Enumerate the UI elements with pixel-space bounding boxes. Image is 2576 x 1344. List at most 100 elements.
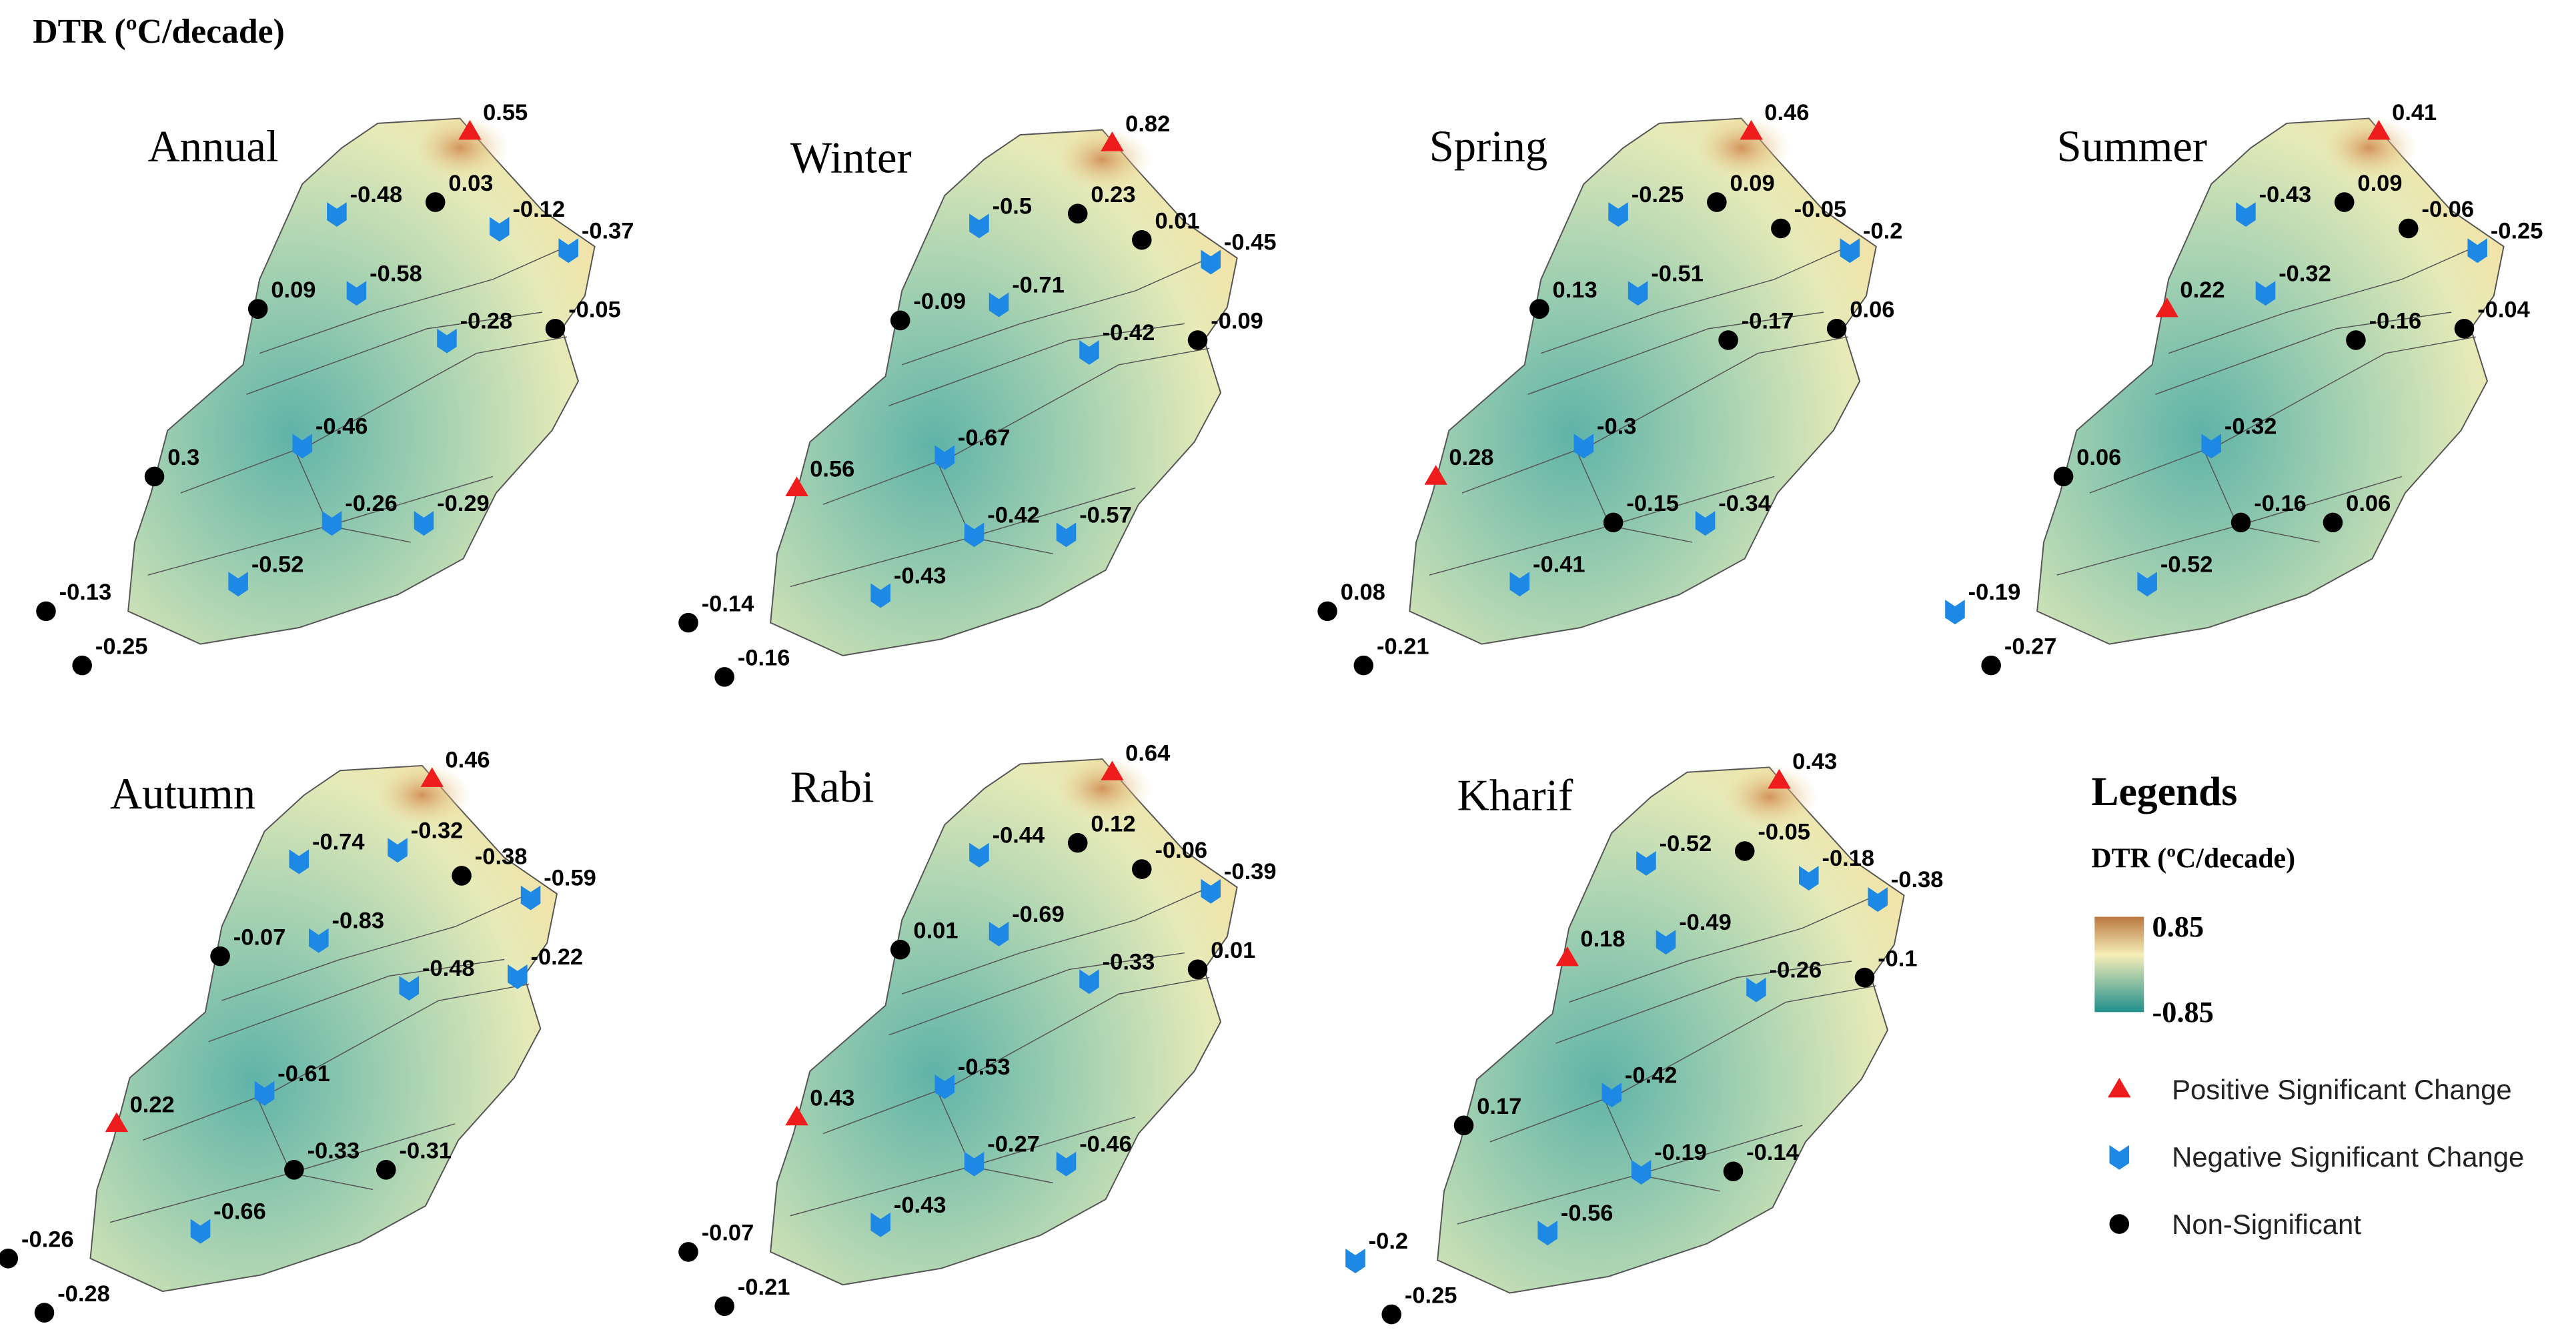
station-label: -0.44 — [993, 823, 1045, 848]
station-label: -0.71 — [1012, 273, 1065, 298]
station-marker — [558, 238, 578, 263]
station-label: -0.07 — [702, 1221, 754, 1246]
station-label: -0.61 — [277, 1061, 330, 1087]
panel-title: Winter — [790, 134, 912, 183]
panel-title: Annual — [148, 123, 279, 171]
station-marker — [321, 511, 342, 536]
station-marker — [34, 1303, 55, 1323]
station-marker — [1201, 878, 1221, 904]
station-marker — [284, 1160, 304, 1180]
station-label: 0.46 — [1764, 100, 1809, 125]
station-marker — [72, 655, 92, 676]
district-boundary — [901, 886, 1210, 994]
station-marker — [425, 192, 446, 212]
station-label: -0.32 — [2279, 261, 2331, 286]
station-label: -0.06 — [2421, 197, 2474, 222]
station-marker — [1798, 866, 1819, 891]
station-marker — [1067, 832, 1088, 853]
province-outline — [89, 764, 558, 1293]
station-label: -0.32 — [2224, 414, 2277, 439]
station-label: -0.06 — [1155, 838, 1207, 863]
station-label: 0.82 — [1125, 111, 1170, 137]
station-label: -0.26 — [1770, 958, 1822, 983]
station-marker — [458, 119, 482, 140]
station-marker — [376, 1160, 396, 1180]
station-label: 0.43 — [810, 1086, 854, 1111]
station-label: -0.66 — [213, 1199, 266, 1225]
station-marker — [1840, 238, 1860, 263]
station-marker — [1201, 249, 1221, 275]
station-marker — [545, 318, 566, 339]
station-label: -0.56 — [1561, 1201, 1614, 1226]
station-marker — [870, 1212, 890, 1237]
station-marker — [678, 1242, 698, 1262]
station-label: -0.34 — [1718, 491, 1771, 516]
station-marker — [1768, 768, 1791, 789]
station-marker — [1509, 572, 1530, 597]
station-marker — [1608, 202, 1628, 227]
station-label: 0.46 — [445, 747, 490, 772]
station-marker — [388, 838, 408, 863]
station-marker — [1317, 601, 1337, 622]
station-label: 0.18 — [1580, 926, 1625, 952]
station-label: -0.17 — [1742, 309, 1794, 334]
station-label: -0.49 — [1679, 910, 1732, 935]
station-label: -0.12 — [512, 197, 565, 222]
station-marker — [1132, 229, 1152, 250]
station-marker — [452, 866, 472, 886]
station-label: -0.32 — [411, 818, 464, 843]
station-label: -0.22 — [531, 944, 584, 970]
station-label: -0.5 — [993, 193, 1032, 219]
station-marker — [1945, 600, 1965, 625]
station-marker — [2323, 512, 2343, 533]
station-label: 0.03 — [448, 171, 493, 196]
station-marker — [1424, 465, 1447, 485]
station-marker — [1601, 1083, 1622, 1108]
station-label: 0.64 — [1125, 741, 1170, 766]
map-panel: Rabi 0.64 0.12 -0.44 -0.06 -0.39 -0.69 0.01 -0.3… — [678, 741, 1277, 1316]
station-marker — [1695, 511, 1716, 536]
station-marker — [2367, 119, 2391, 140]
station-marker — [1718, 330, 1738, 350]
district-boundary — [822, 348, 1209, 505]
station-marker — [2236, 202, 2256, 227]
station-marker — [210, 946, 230, 966]
station-marker — [327, 202, 347, 227]
station-label: -0.41 — [1533, 552, 1585, 577]
station-marker — [1187, 959, 1208, 980]
panel-title: Summer — [2057, 123, 2207, 171]
station-label: -0.69 — [1012, 902, 1065, 927]
legend-marker — [2108, 1077, 2131, 1098]
station-marker — [420, 767, 444, 787]
station-marker — [1381, 1304, 1401, 1325]
station-label: -0.43 — [2259, 182, 2312, 207]
station-label: -0.18 — [1822, 846, 1874, 871]
station-marker — [2155, 297, 2178, 317]
station-marker — [1854, 967, 1875, 988]
station-label: -0.46 — [315, 414, 368, 439]
station-marker — [254, 1081, 275, 1106]
station-label: -0.19 — [1968, 580, 2021, 605]
district-boundary — [180, 336, 567, 494]
legend: Legends DTR (ºC/decade) 0.85 -0.85 Posit… — [2091, 769, 2524, 1240]
legend-marker — [2109, 1145, 2130, 1170]
station-marker — [508, 964, 528, 989]
station-marker — [964, 522, 985, 548]
station-marker — [36, 601, 56, 622]
station-label: -0.33 — [307, 1139, 360, 1164]
hotspot — [1053, 756, 1152, 822]
station-label: -0.25 — [95, 634, 148, 659]
station-marker — [2137, 572, 2157, 597]
map-panel: Spring 0.46 0.09 -0.25 -0.05 -0.2 -0.51 0.13 -0.… — [1317, 100, 1902, 676]
panel-title: Kharif — [1457, 771, 1573, 820]
station-label: -0.26 — [21, 1227, 74, 1253]
district-boundary — [1541, 245, 1849, 354]
station-marker — [989, 921, 1009, 946]
station-marker — [190, 1219, 211, 1244]
station-label: -0.67 — [958, 426, 1011, 451]
station-marker — [785, 476, 808, 496]
station-label: -0.29 — [437, 491, 490, 516]
station-marker — [785, 1105, 808, 1126]
station-label: -0.52 — [2160, 552, 2213, 577]
station-label: -0.38 — [475, 844, 528, 870]
